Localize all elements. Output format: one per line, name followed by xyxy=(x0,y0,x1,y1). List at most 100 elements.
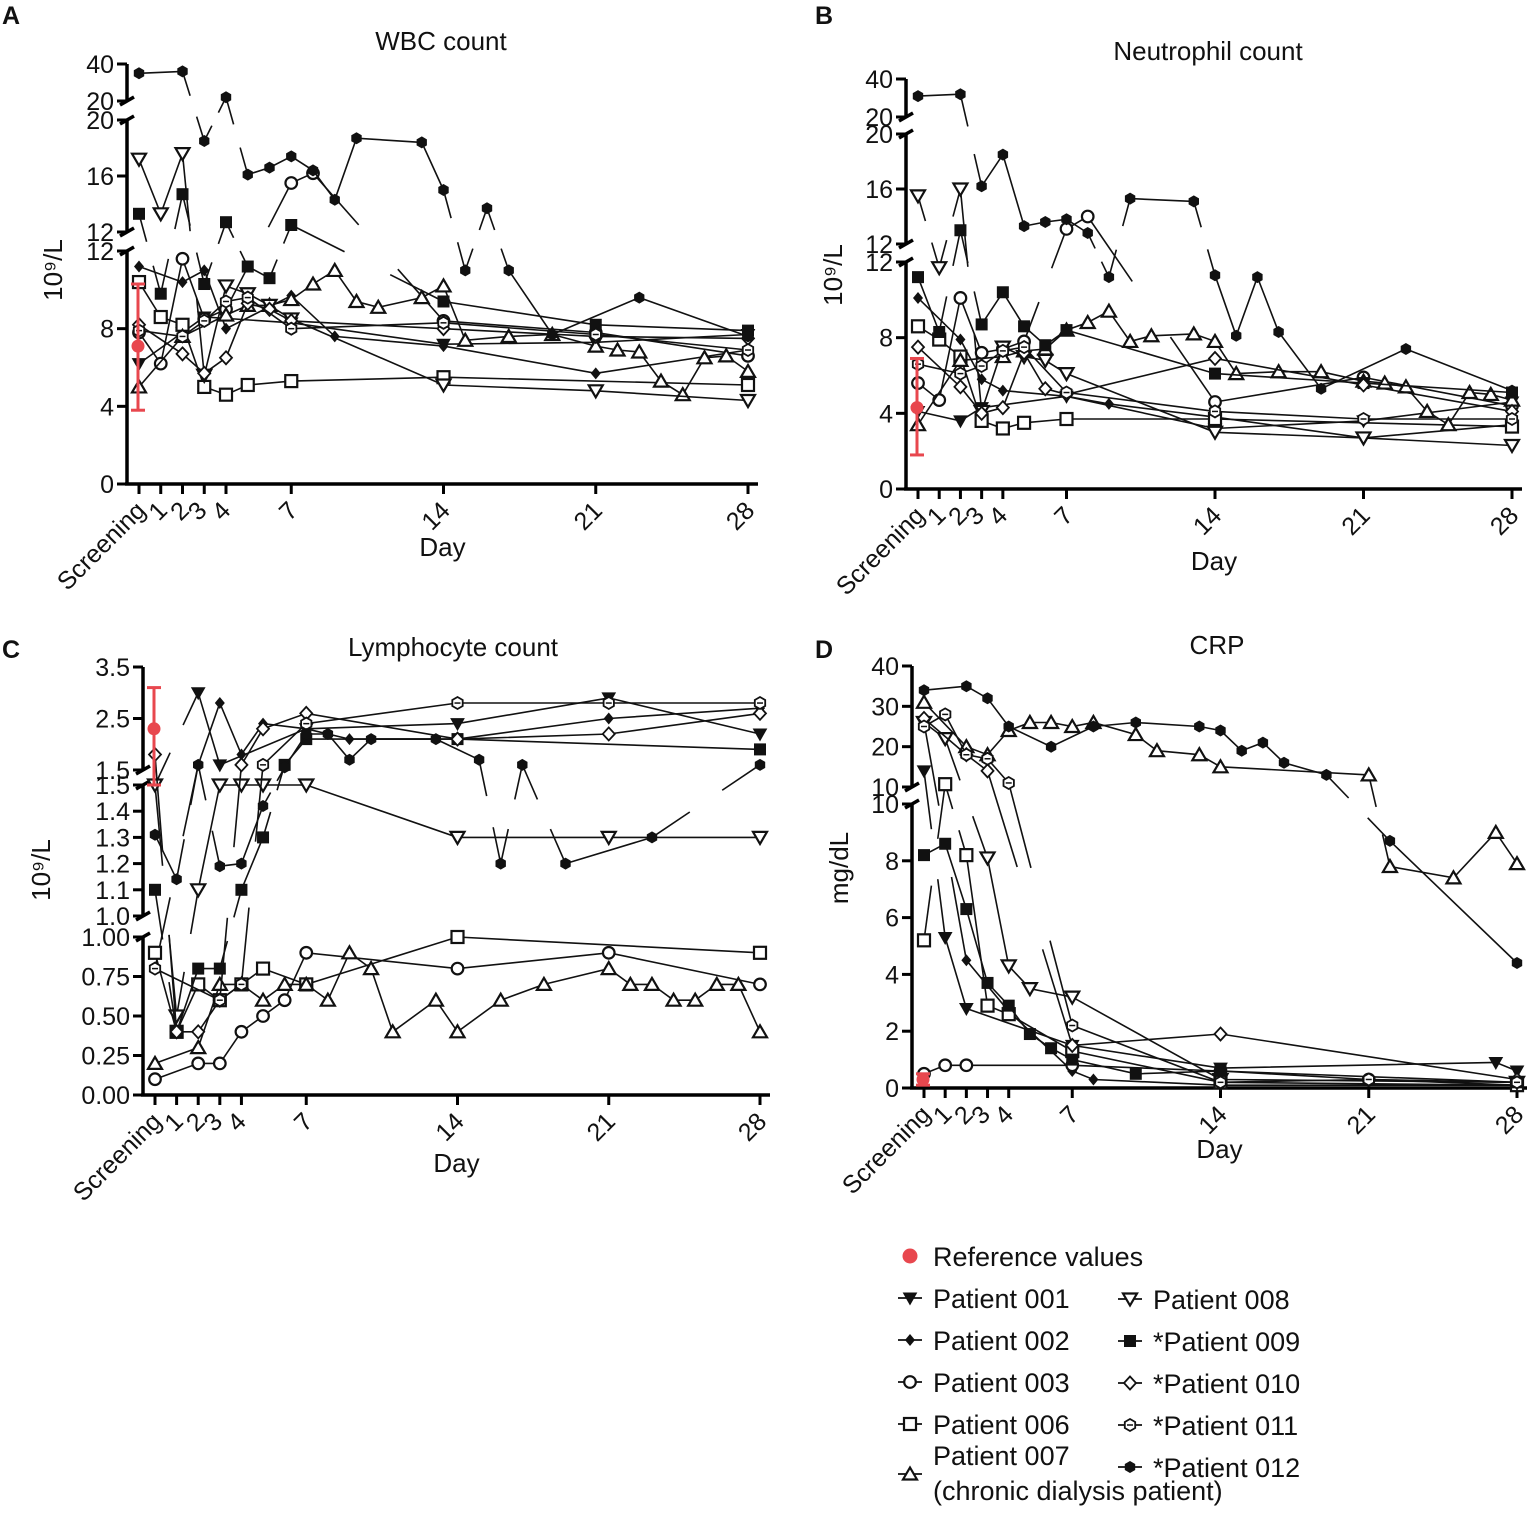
data-point xyxy=(643,975,661,991)
y-tick: 2 xyxy=(885,1018,912,1046)
x-axis-title: Day xyxy=(1196,1134,1242,1164)
series-line-part xyxy=(521,764,539,800)
series-line-part xyxy=(513,764,524,800)
data-point xyxy=(1045,740,1057,753)
y-tick: 1.00 xyxy=(81,924,143,952)
y-tick-label: 12 xyxy=(86,219,114,247)
data-point xyxy=(149,828,161,841)
data-point xyxy=(1213,1026,1228,1042)
data-point xyxy=(586,384,605,400)
series-star-patient-011 xyxy=(148,695,767,1008)
legend-label: Reference values xyxy=(933,1242,1143,1272)
data-point xyxy=(1060,324,1073,337)
y-tick: 0 xyxy=(100,471,127,499)
data-point xyxy=(961,680,972,693)
x-tick: 28 xyxy=(721,484,760,536)
data-point xyxy=(329,193,340,206)
x-tick-label: Screening xyxy=(831,501,930,600)
series-line xyxy=(965,959,1517,1086)
data-point xyxy=(1214,1064,1227,1077)
data-point xyxy=(491,991,510,1007)
legend-patient-007: Patient 007 (chronic dialysis patient) xyxy=(898,1441,1223,1506)
data-point xyxy=(456,331,475,347)
data-point xyxy=(1460,383,1479,400)
data-point xyxy=(450,929,465,945)
data-point xyxy=(1060,385,1073,400)
reference-point xyxy=(916,1072,930,1086)
data-point xyxy=(586,337,605,353)
data-point xyxy=(978,851,997,867)
data-point xyxy=(912,90,924,103)
data-point xyxy=(1045,1042,1058,1055)
data-point xyxy=(652,372,670,388)
data-point xyxy=(741,342,755,358)
data-point xyxy=(1103,271,1115,284)
data-point xyxy=(1103,397,1114,410)
legend-label: Patient 007 xyxy=(933,1441,1070,1471)
data-point xyxy=(190,1023,206,1040)
legend-star-patient-011: *Patient 011 xyxy=(1118,1411,1298,1441)
x-tick: 7 xyxy=(1055,1088,1085,1130)
series-line xyxy=(138,302,749,375)
data-point xyxy=(1400,343,1412,355)
y-tick-label: 12 xyxy=(865,231,893,259)
y-tick: 20 xyxy=(86,107,127,135)
data-point xyxy=(1088,1073,1099,1086)
data-point xyxy=(1273,326,1284,338)
panel-letter-b: B xyxy=(815,2,833,30)
data-point xyxy=(910,339,926,355)
data-point xyxy=(621,975,640,991)
data-point xyxy=(1511,957,1523,969)
x-tick-label: 28 xyxy=(1485,501,1524,540)
data-point xyxy=(240,377,255,393)
y-tick-label: 0 xyxy=(879,476,893,504)
data-point xyxy=(426,991,445,1007)
data-point xyxy=(151,207,170,223)
data-point xyxy=(218,387,234,402)
data-point xyxy=(1362,1072,1375,1087)
data-point xyxy=(933,325,946,338)
series-line-part xyxy=(971,815,989,859)
reference-value xyxy=(147,686,161,787)
data-point xyxy=(686,991,705,1007)
data-point xyxy=(448,1023,467,1039)
data-point xyxy=(560,857,571,870)
series-line-part xyxy=(197,764,207,801)
y-tick-label: 1.00 xyxy=(81,924,130,952)
chart-title: WBC count xyxy=(375,26,507,56)
x-tick: 7 xyxy=(289,1095,318,1137)
data-point xyxy=(1486,823,1505,839)
data-point xyxy=(189,883,208,899)
series-line-part xyxy=(219,917,229,1001)
data-point xyxy=(1082,227,1093,239)
data-point xyxy=(1481,385,1500,402)
data-point xyxy=(213,962,226,975)
data-point xyxy=(752,705,768,722)
data-point xyxy=(601,945,616,960)
y-tick: 1.0 xyxy=(95,903,143,931)
reference-point xyxy=(131,339,145,353)
data-point xyxy=(1020,982,1039,998)
x-tick-label: 7 xyxy=(1055,1100,1085,1130)
data-point xyxy=(954,224,967,237)
data-point xyxy=(1023,1028,1036,1041)
data-point xyxy=(1184,325,1203,341)
axes xyxy=(119,64,758,486)
data-point xyxy=(1354,431,1373,447)
x-tick-label: Screening xyxy=(52,496,151,595)
panel-letter-c: C xyxy=(2,636,20,664)
data-point xyxy=(1278,756,1290,769)
legend: Reference values Patient 001 Patient 002 Pa… xyxy=(898,1242,1300,1506)
y-tick-label: 4 xyxy=(100,393,114,421)
data-point xyxy=(1020,713,1039,730)
y-tick-label: 20 xyxy=(86,107,114,135)
x-tick-label: 14 xyxy=(430,1107,470,1147)
data-point xyxy=(601,726,616,742)
data-point xyxy=(254,778,272,794)
data-point xyxy=(953,415,968,429)
data-point xyxy=(602,695,615,711)
series-line-part xyxy=(1023,301,1040,342)
data-point xyxy=(148,961,162,976)
y-tick-label: 0 xyxy=(885,1075,899,1103)
